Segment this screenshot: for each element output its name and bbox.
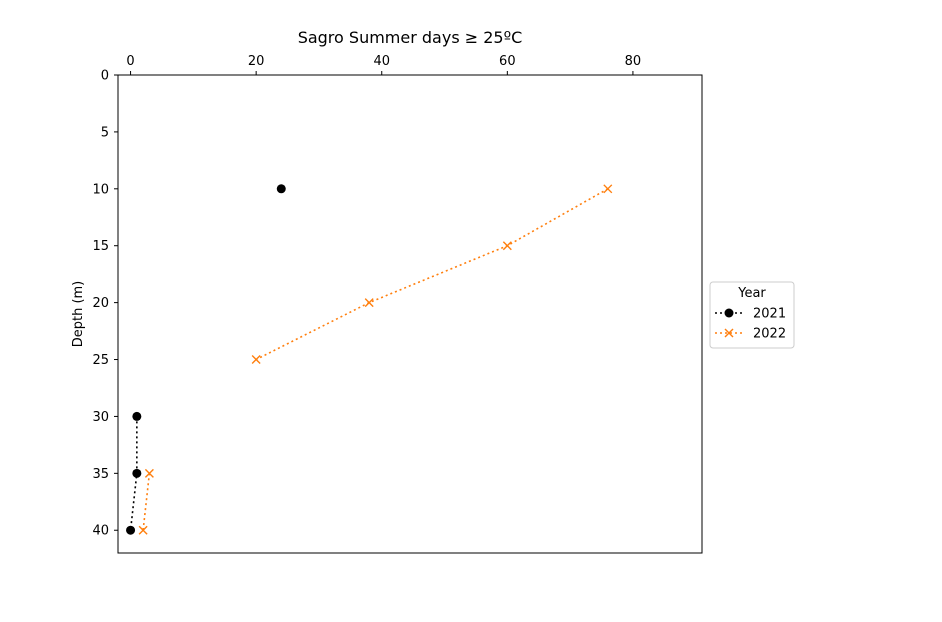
plot-frame bbox=[117, 74, 703, 554]
y-tick-label: 30 bbox=[92, 410, 109, 425]
marker-stroke bbox=[144, 468, 154, 478]
x-axis-ticks: 0 20 40 60 80 bbox=[126, 54, 641, 75]
x-tick-label: 20 bbox=[248, 54, 265, 69]
marker-stroke bbox=[138, 525, 148, 535]
series-line bbox=[255, 188, 609, 361]
series-layer bbox=[126, 184, 613, 535]
x-tick-label: 0 bbox=[126, 54, 134, 69]
data-point-marker bbox=[126, 525, 136, 535]
x-tick-label: 60 bbox=[499, 54, 516, 69]
marker-stroke bbox=[502, 241, 512, 251]
data-point-marker bbox=[132, 468, 142, 478]
legend: Year 2021 2022 bbox=[709, 281, 795, 349]
y-tick-label: 5 bbox=[101, 125, 109, 140]
data-point-marker bbox=[364, 298, 374, 308]
chart-title: Sagro Summer days ≥ 25ºC bbox=[298, 28, 523, 47]
legend-title: Year bbox=[737, 286, 766, 301]
series-line bbox=[142, 473, 151, 531]
y-tick-label: 20 bbox=[92, 296, 109, 311]
y-tick-label: 40 bbox=[92, 524, 109, 539]
marker-stroke bbox=[603, 184, 613, 194]
y-axis-ticks: 0 5 10 15 20 25 30 35 40 bbox=[92, 69, 118, 539]
series-2021 bbox=[126, 184, 286, 535]
y-axis-label: Depth (m) bbox=[71, 281, 86, 348]
data-point-marker bbox=[724, 308, 734, 318]
x-tick-label: 80 bbox=[625, 54, 642, 69]
data-point-marker bbox=[603, 184, 613, 194]
y-tick-label: 15 bbox=[92, 239, 109, 254]
legend-label: 2022 bbox=[753, 327, 786, 342]
y-tick-label: 25 bbox=[92, 353, 109, 368]
data-point-marker bbox=[251, 355, 261, 365]
series-2022 bbox=[138, 184, 613, 535]
data-point-marker bbox=[132, 411, 142, 421]
legend-label: 2021 bbox=[753, 307, 786, 322]
x-tick-label: 40 bbox=[373, 54, 390, 69]
data-point-marker bbox=[276, 184, 286, 194]
marker-stroke bbox=[364, 298, 374, 308]
marker-stroke bbox=[724, 328, 734, 338]
data-point-marker bbox=[138, 525, 148, 535]
marker-stroke bbox=[251, 355, 261, 365]
data-point-marker bbox=[724, 328, 734, 338]
y-tick-label: 10 bbox=[92, 182, 109, 197]
data-point-marker bbox=[144, 468, 154, 478]
y-tick-label: 0 bbox=[101, 69, 109, 84]
data-point-marker bbox=[502, 241, 512, 251]
y-tick-label: 35 bbox=[92, 467, 109, 482]
